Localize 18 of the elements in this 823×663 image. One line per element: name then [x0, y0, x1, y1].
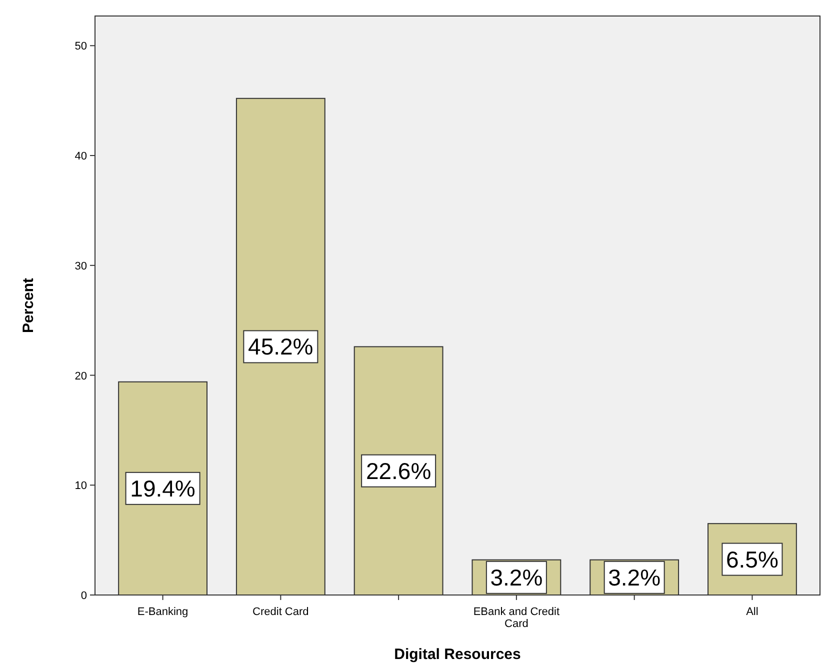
y-tick-label: 10 [74, 480, 87, 492]
data-label: 3.2% [608, 564, 661, 590]
x-axis-title: Digital Resources [394, 646, 521, 663]
data-label: 6.5% [726, 546, 778, 572]
x-tick-label: E-Banking [137, 606, 188, 618]
x-tick-label: All [746, 606, 758, 618]
y-tick-label: 30 [74, 260, 87, 272]
x-tick-label: EBank and Credit Card [473, 606, 560, 630]
y-tick-label: 40 [74, 150, 87, 163]
y-tick-label: 50 [74, 40, 87, 53]
x-tick-label: Credit Card [252, 606, 309, 618]
y-axis-title: Percent [20, 278, 37, 334]
data-label: 3.2% [490, 564, 543, 590]
data-label: 19.4% [130, 475, 196, 502]
data-label: 22.6% [366, 458, 432, 484]
y-tick-label: 20 [74, 370, 87, 382]
y-tick-label: 0 [80, 590, 87, 602]
data-label: 45.2% [248, 334, 314, 360]
